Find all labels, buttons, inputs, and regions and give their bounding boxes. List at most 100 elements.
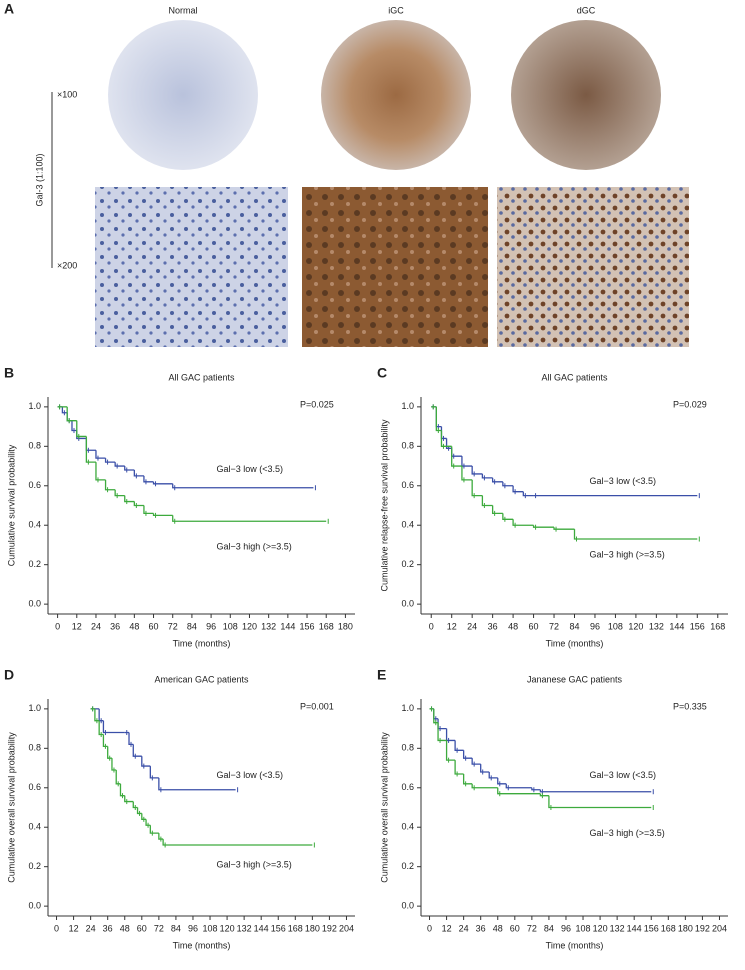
survival-step <box>152 481 173 485</box>
y-tick-label: 1.0 <box>401 703 414 713</box>
survival-step <box>66 406 77 422</box>
survival-step <box>114 489 125 497</box>
survival-step <box>172 483 314 489</box>
survival-step <box>440 430 452 447</box>
y-tick-label: 0.0 <box>401 901 414 911</box>
x-tick-label: 96 <box>590 621 600 631</box>
x-tick-label: 144 <box>280 621 295 631</box>
x-tick-label: 156 <box>644 923 659 933</box>
survival-step <box>462 773 473 785</box>
series-label: Gal−3 low (<3.5) <box>217 770 284 780</box>
survival-step <box>435 406 442 428</box>
x-tick-label: 72 <box>168 621 178 631</box>
x-tick-label: 60 <box>529 621 539 631</box>
survival-step <box>454 740 464 751</box>
survival-step <box>481 473 493 479</box>
y-tick-label: 0.4 <box>28 520 41 530</box>
survival-step <box>512 485 524 493</box>
y-tick-label: 0.8 <box>401 441 414 451</box>
survival-step <box>76 430 87 440</box>
survival-step <box>104 479 116 491</box>
survival-step <box>76 420 87 438</box>
x-tick-label: 192 <box>322 923 337 933</box>
y-tick-label: 0.4 <box>401 822 414 832</box>
x-tick-label: 144 <box>627 923 642 933</box>
x-tick-label: 96 <box>188 923 198 933</box>
survival-step <box>132 744 142 757</box>
survival-step <box>502 513 514 520</box>
y-tick-label: 0.8 <box>28 441 41 451</box>
y-tick-label: 1.0 <box>401 401 414 411</box>
x-tick-label: 144 <box>669 621 684 631</box>
tissue-image <box>497 187 689 347</box>
survival-step <box>445 728 456 742</box>
p-value: P=0.335 <box>673 701 707 711</box>
y-tick-label: 0.6 <box>401 480 414 490</box>
chart-title: American GAC patients <box>154 674 249 684</box>
survival-step <box>158 833 164 840</box>
survival-step <box>522 491 534 497</box>
x-tick-label: 24 <box>91 621 101 631</box>
survival-step <box>433 708 439 724</box>
y-tick-label: 0.8 <box>401 743 414 753</box>
x-tick-label: 108 <box>608 621 623 631</box>
magnification: ×100 <box>57 89 77 99</box>
tissue-image <box>95 187 288 347</box>
survival-step <box>172 515 327 522</box>
y-tick-label: 0.2 <box>28 861 41 871</box>
survival-step <box>491 477 503 483</box>
x-tick-label: 12 <box>69 923 79 933</box>
x-tick-label: 168 <box>288 923 303 933</box>
y-tick-label: 0.0 <box>28 901 41 911</box>
x-axis-title: Time (months) <box>173 940 231 950</box>
x-tick-label: 48 <box>493 923 503 933</box>
x-tick-label: 120 <box>628 621 643 631</box>
x-tick-label: 108 <box>223 621 238 631</box>
survival-step <box>124 795 134 803</box>
survival-step <box>128 732 134 746</box>
x-tick-label: 144 <box>254 923 269 933</box>
y-axis-title: Cumulative survival probability <box>6 444 16 566</box>
x-tick-label: 132 <box>237 923 252 933</box>
panel-label: C <box>377 365 387 381</box>
survival-step <box>61 406 68 414</box>
x-tick-label: 24 <box>86 923 96 933</box>
x-tick-label: 48 <box>129 621 139 631</box>
survival-step <box>553 527 575 530</box>
survival-step <box>132 801 138 809</box>
x-tick-label: 120 <box>593 923 608 933</box>
panel-label: B <box>4 365 14 381</box>
p-value: P=0.001 <box>300 701 334 711</box>
survival-step <box>115 770 121 785</box>
survival-step <box>71 420 77 432</box>
x-tick-label: 132 <box>610 923 625 933</box>
survival-step <box>435 406 442 432</box>
series-label: Gal−3 high (>=3.5) <box>217 542 292 552</box>
survival-step <box>102 734 108 747</box>
column-label: Normal <box>168 5 197 15</box>
chart-title: All GAC patients <box>168 372 235 382</box>
series-label: Gal−3 low (<3.5) <box>590 770 657 780</box>
y-axis-title: Cumulative overall survival probability <box>6 732 16 883</box>
survival-step <box>162 839 313 846</box>
survival-step <box>149 766 159 779</box>
panel-label: A <box>4 1 14 17</box>
survival-step <box>141 756 151 767</box>
survival-step <box>119 783 125 797</box>
series-label: Gal−3 high (>=3.5) <box>590 828 665 838</box>
x-tick-label: 84 <box>544 923 554 933</box>
x-axis-title: Time (months) <box>546 940 604 950</box>
x-tick-label: 36 <box>103 923 113 933</box>
x-tick-label: 0 <box>429 621 434 631</box>
x-tick-label: 108 <box>576 923 591 933</box>
survival-step <box>143 475 154 483</box>
panel-label: D <box>4 667 14 683</box>
x-tick-label: 36 <box>110 621 120 631</box>
x-tick-label: 60 <box>149 621 159 631</box>
survival-step <box>502 481 514 487</box>
panel-label: E <box>377 667 386 683</box>
survival-step <box>133 501 144 507</box>
x-tick-label: 12 <box>442 923 452 933</box>
y-tick-label: 0.6 <box>401 782 414 792</box>
x-tick-label: 72 <box>154 923 164 933</box>
